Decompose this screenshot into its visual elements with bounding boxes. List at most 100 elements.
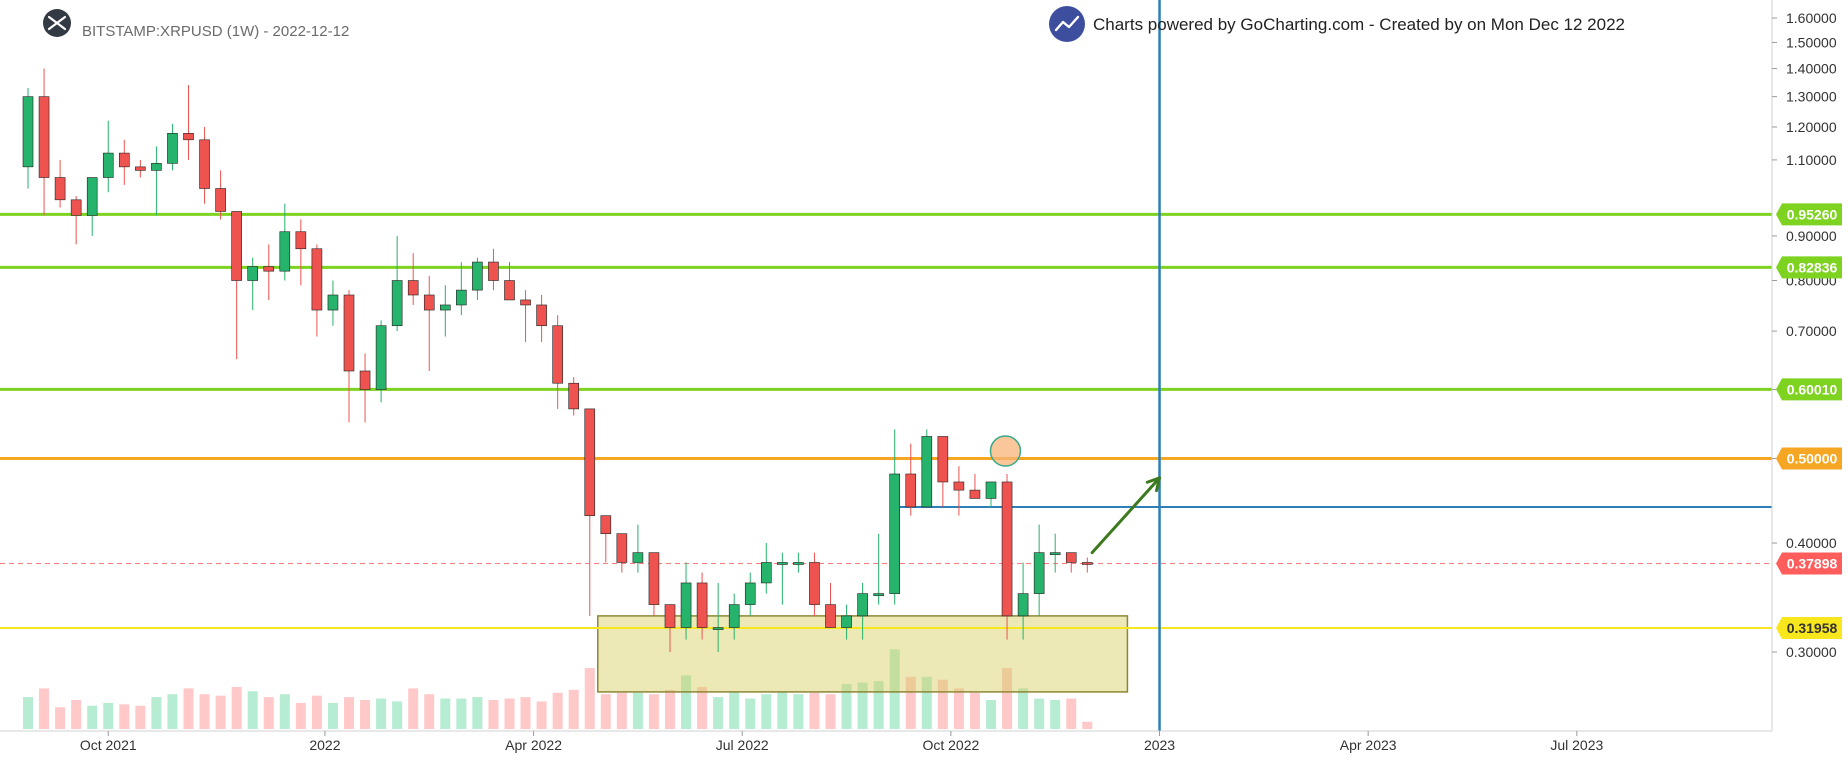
candle[interactable] [456, 262, 467, 316]
candle[interactable] [407, 253, 419, 305]
volume-bar [921, 676, 932, 729]
price-badge[interactable]: 0.95260 [1776, 203, 1842, 226]
candle[interactable] [1082, 557, 1093, 573]
volume-bar [632, 692, 643, 729]
candle[interactable] [728, 593, 740, 640]
candle[interactable] [664, 604, 676, 652]
candle[interactable] [472, 257, 483, 300]
candle[interactable] [439, 285, 451, 337]
price-badge[interactable]: 0.37898 [1776, 552, 1842, 575]
credit-text[interactable]: Charts powered by GoCharting.com - Creat… [1093, 15, 1625, 34]
candle[interactable] [600, 515, 612, 563]
candle[interactable] [793, 552, 804, 573]
candle[interactable] [953, 466, 965, 516]
y-tick-label: 1.10000 [1786, 152, 1837, 168]
candle[interactable] [712, 582, 724, 652]
candle[interactable] [857, 582, 868, 640]
candle[interactable] [119, 139, 130, 185]
volume-bar [424, 694, 435, 729]
candle[interactable] [311, 244, 323, 337]
candle-body [584, 408, 596, 516]
candle[interactable] [680, 562, 692, 640]
candle[interactable] [263, 244, 275, 300]
candle[interactable] [760, 543, 772, 594]
volume-bar [953, 688, 964, 729]
price-badge[interactable]: 0.60010 [1776, 378, 1842, 401]
candle[interactable] [423, 275, 435, 371]
candle[interactable] [841, 604, 852, 640]
x-tick-label: Apr 2023 [1340, 737, 1397, 753]
candle-body [1082, 562, 1093, 565]
candle[interactable] [231, 211, 242, 360]
volume-bar [905, 676, 916, 729]
candle[interactable] [151, 146, 162, 216]
candle[interactable] [279, 203, 291, 281]
price-badge[interactable]: 0.50000 [1776, 447, 1842, 470]
volume-bar [23, 697, 33, 729]
candle[interactable] [391, 235, 403, 332]
price-badge[interactable]: 0.31958 [1776, 617, 1842, 640]
candle[interactable] [102, 120, 114, 193]
candle-body [857, 593, 868, 617]
candle[interactable] [359, 353, 371, 423]
candle-body [680, 582, 692, 628]
candle[interactable] [985, 481, 997, 507]
candle[interactable] [889, 429, 901, 605]
trend-arrow-line[interactable] [1090, 476, 1162, 555]
candle[interactable] [632, 524, 644, 573]
candle-body [616, 533, 628, 563]
candle[interactable] [135, 159, 146, 178]
candle[interactable] [22, 88, 34, 189]
candle[interactable] [295, 219, 307, 286]
candle[interactable] [183, 85, 194, 160]
candle[interactable] [937, 436, 949, 507]
candle[interactable] [70, 196, 82, 245]
candle[interactable] [584, 408, 596, 616]
volume-bar [279, 694, 290, 729]
candle[interactable] [696, 572, 708, 640]
candle[interactable] [921, 429, 933, 508]
candle[interactable] [648, 552, 660, 616]
candle[interactable] [488, 248, 499, 291]
candle[interactable] [38, 68, 50, 216]
candle[interactable] [809, 552, 820, 616]
y-tick-label: 1.20000 [1786, 119, 1837, 135]
volume-bar [55, 707, 66, 729]
candle[interactable] [504, 262, 515, 301]
volume-bar [986, 700, 996, 729]
candle[interactable] [825, 582, 836, 628]
candle-body [359, 370, 371, 390]
candle[interactable] [1049, 533, 1061, 573]
candle[interactable] [905, 443, 917, 516]
candle[interactable] [199, 126, 210, 204]
candle[interactable] [969, 473, 981, 499]
candle[interactable] [215, 170, 226, 220]
candle[interactable] [520, 290, 531, 343]
candle[interactable] [568, 377, 580, 416]
candle[interactable] [552, 315, 563, 409]
candle[interactable] [247, 257, 258, 311]
price-badge-shape [1776, 552, 1842, 575]
candle[interactable] [1033, 524, 1045, 616]
volume-bar [263, 697, 274, 729]
candle[interactable] [86, 177, 98, 236]
candle[interactable] [777, 552, 788, 605]
candle[interactable] [375, 320, 387, 403]
candle-body [1033, 552, 1045, 594]
candle[interactable] [343, 290, 355, 423]
candle[interactable] [327, 280, 339, 326]
candle[interactable] [1065, 552, 1077, 573]
highlight-circle-marker[interactable] [989, 435, 1022, 467]
price-badge[interactable]: 0.82836 [1776, 256, 1842, 279]
candle[interactable] [54, 159, 66, 208]
candle[interactable] [616, 533, 628, 573]
volume-bar [167, 694, 178, 729]
candle[interactable] [1001, 473, 1013, 640]
candle[interactable] [1017, 562, 1029, 640]
candle[interactable] [536, 294, 547, 343]
candle[interactable] [873, 533, 884, 605]
candle[interactable] [167, 123, 178, 171]
candle-body [311, 248, 323, 311]
candle[interactable] [744, 572, 756, 616]
